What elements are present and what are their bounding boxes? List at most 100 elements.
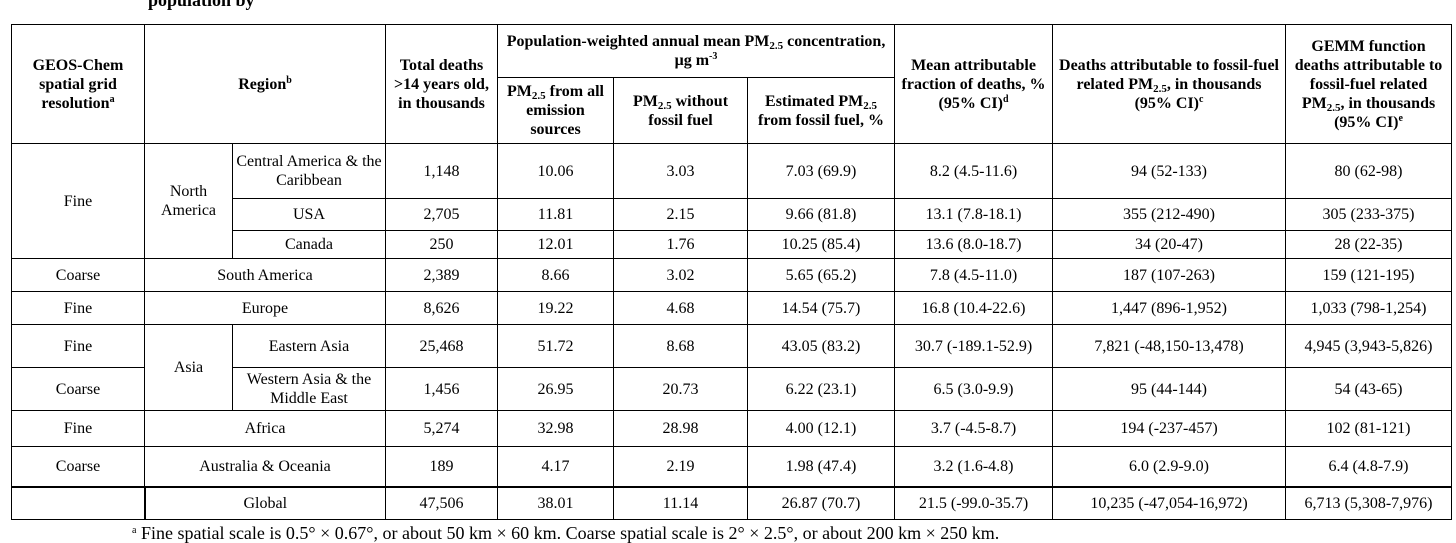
total-cell: 1,456 (385, 367, 498, 411)
pm-without-cell: 8.68 (613, 324, 748, 368)
maf-cell: 13.1 (7.8-18.1) (894, 198, 1054, 231)
pm-without-cell: 20.73 (613, 367, 748, 411)
pm-without-cell: 3.02 (613, 258, 748, 292)
region-cell: USA (232, 198, 386, 231)
total-cell: 47,506 (385, 485, 498, 520)
table-row: Fine North America Central America & the… (11, 143, 1453, 259)
maf-cell: 3.2 (1.6-4.8) (894, 446, 1054, 487)
pm-all-cell: 10.06 (497, 143, 614, 199)
region-cell: Australia & Oceania (144, 446, 386, 487)
total-cell: 5,274 (385, 410, 498, 447)
gemm-cell: 6,713 (5,308-7,976) (1285, 485, 1453, 520)
header-pm25-estimated-fossil: Estimated PM2.5 from fossil fuel, % (746, 77, 896, 144)
header-pm25-without-fossil: PM2.5 without fossil fuel (613, 77, 748, 144)
pm-all-cell: 19.22 (497, 291, 614, 325)
table-row: Coarse Western Asia & the Middle East 1,… (11, 367, 1453, 411)
pm-without-cell: 2.15 (613, 198, 748, 231)
pm-all-cell: 38.01 (497, 485, 614, 520)
total-cell: 250 (385, 230, 498, 259)
pm-est-cell: 14.54 (75.7) (746, 291, 896, 325)
group-cell-north-america: North America (144, 143, 233, 259)
deaths-cell: 34 (20-47) (1052, 230, 1287, 259)
pm-all-cell: 51.72 (497, 324, 614, 368)
header-deaths-attributable: Deaths attributable to fossil-fuel relat… (1052, 24, 1287, 144)
header-pm25-all-sources: PM2.5 from all emission sources (497, 77, 614, 144)
deaths-cell: 6.0 (2.9-9.0) (1052, 446, 1287, 487)
region-cell: Canada (232, 230, 386, 259)
region-cell: Africa (144, 410, 386, 447)
header-pm25-group: Population-weighted annual mean PM2.5 co… (496, 24, 896, 78)
pm-est-cell: 43.05 (83.2) (746, 324, 896, 368)
gemm-cell: 102 (81-121) (1285, 410, 1453, 447)
footnote: a Fine spatial scale is 0.5° × 0.67°, or… (132, 523, 1000, 543)
table-row-global: Global 47,506 38.01 11.14 26.87 (70.7) 2… (11, 485, 1453, 520)
group-cell-asia: Asia (144, 324, 233, 411)
pm-est-cell: 7.03 (69.9) (746, 143, 896, 199)
total-cell: 25,468 (385, 324, 498, 368)
pm-all-cell: 8.66 (497, 258, 614, 292)
maf-cell: 30.7 (-189.1-52.9) (894, 324, 1054, 368)
table-row: Canada 250 12.01 1.76 10.25 (85.4) 13.6 … (12, 230, 1453, 259)
pm-without-cell: 4.68 (613, 291, 748, 325)
maf-cell: 21.5 (-99.0-35.7) (894, 485, 1054, 520)
grid-cell: Fine (11, 410, 145, 447)
pm-est-cell: 10.25 (85.4) (746, 230, 896, 259)
pm-est-cell: 4.00 (12.1) (746, 410, 896, 447)
deaths-cell: 95 (44-144) (1052, 367, 1287, 411)
maf-cell: 16.8 (10.4-22.6) (894, 291, 1054, 325)
region-cell: South America (144, 258, 386, 292)
gemm-cell: 1,033 (798-1,254) (1285, 291, 1453, 325)
total-cell: 2,389 (385, 258, 498, 292)
header-region: Regionb (144, 24, 386, 144)
pm-without-cell: 1.76 (613, 230, 748, 259)
deaths-cell: 194 (-237-457) (1052, 410, 1287, 447)
header-total-deaths: Total deaths >14 years old, in thousands (385, 24, 498, 144)
total-cell: 1,148 (385, 143, 498, 199)
header-gemm-deaths: GEMM function deaths attributable to fos… (1285, 24, 1453, 144)
region-cell: Eastern Asia (232, 324, 386, 368)
pm-all-cell: 26.95 (497, 367, 614, 411)
gemm-cell: 305 (233-375) (1285, 198, 1453, 231)
table-caption-fragment: population by (148, 0, 255, 10)
deaths-cell: 1,447 (896-1,952) (1052, 291, 1287, 325)
deaths-cell: 355 (212-490) (1052, 198, 1287, 231)
deaths-cell: 10,235 (-47,054-16,972) (1052, 485, 1287, 520)
total-cell: 2,705 (385, 198, 498, 231)
gemm-cell: 159 (121-195) (1285, 258, 1453, 292)
table-row: USA 2,705 11.81 2.15 9.66 (81.8) 13.1 (7… (12, 198, 1453, 231)
table-row: Fine Europe 8,626 19.22 4.68 14.54 (75.7… (11, 291, 1453, 325)
gemm-cell: 28 (22-35) (1285, 230, 1453, 259)
region-cell: Western Asia & the Middle East (232, 367, 386, 411)
header-row-1: GEOS-Chem spatial grid resolutiona Regio… (11, 24, 1453, 144)
pm-without-cell: 11.14 (613, 485, 748, 520)
pm-all-cell: 11.81 (497, 198, 614, 231)
header-grid-resolution: GEOS-Chem spatial grid resolutiona (11, 24, 145, 144)
pm-est-cell: 9.66 (81.8) (746, 198, 896, 231)
pm-all-cell: 4.17 (497, 446, 614, 487)
region-cell: Central America & the Caribbean (232, 143, 386, 199)
maf-cell: 7.8 (4.5-11.0) (894, 258, 1054, 292)
grid-cell: Coarse (11, 367, 145, 411)
grid-cell: Coarse (11, 258, 145, 292)
header-row-2: PM2.5 from all emission sources PM2.5 wi… (12, 77, 1452, 144)
total-cell: 8,626 (385, 291, 498, 325)
table-row: Fine Asia Eastern Asia 25,468 51.72 8.68… (11, 324, 1453, 411)
region-cell: Europe (144, 291, 386, 325)
results-table: GEOS-Chem spatial grid resolutiona Regio… (11, 24, 1453, 520)
gemm-cell: 54 (43-65) (1285, 367, 1453, 411)
table-row: Coarse Australia & Oceania 189 4.17 2.19… (11, 446, 1453, 487)
pm-est-cell: 6.22 (23.1) (746, 367, 896, 411)
gemm-cell: 4,945 (3,943-5,826) (1285, 324, 1453, 368)
deaths-cell: 7,821 (-48,150-13,478) (1052, 324, 1287, 368)
grid-cell: Fine (11, 291, 145, 325)
maf-cell: 6.5 (3.0-9.9) (894, 367, 1054, 411)
pm-est-cell: 26.87 (70.7) (746, 485, 896, 520)
grid-cell: Fine (11, 143, 145, 259)
table-row: Coarse South America 2,389 8.66 3.02 5.6… (11, 258, 1453, 292)
pm-all-cell: 12.01 (497, 230, 614, 259)
pm-est-cell: 5.65 (65.2) (746, 258, 896, 292)
gemm-cell: 80 (62-98) (1285, 143, 1453, 199)
gemm-cell: 6.4 (4.8-7.9) (1285, 446, 1453, 487)
pm-without-cell: 3.03 (613, 143, 748, 199)
deaths-cell: 187 (107-263) (1052, 258, 1287, 292)
